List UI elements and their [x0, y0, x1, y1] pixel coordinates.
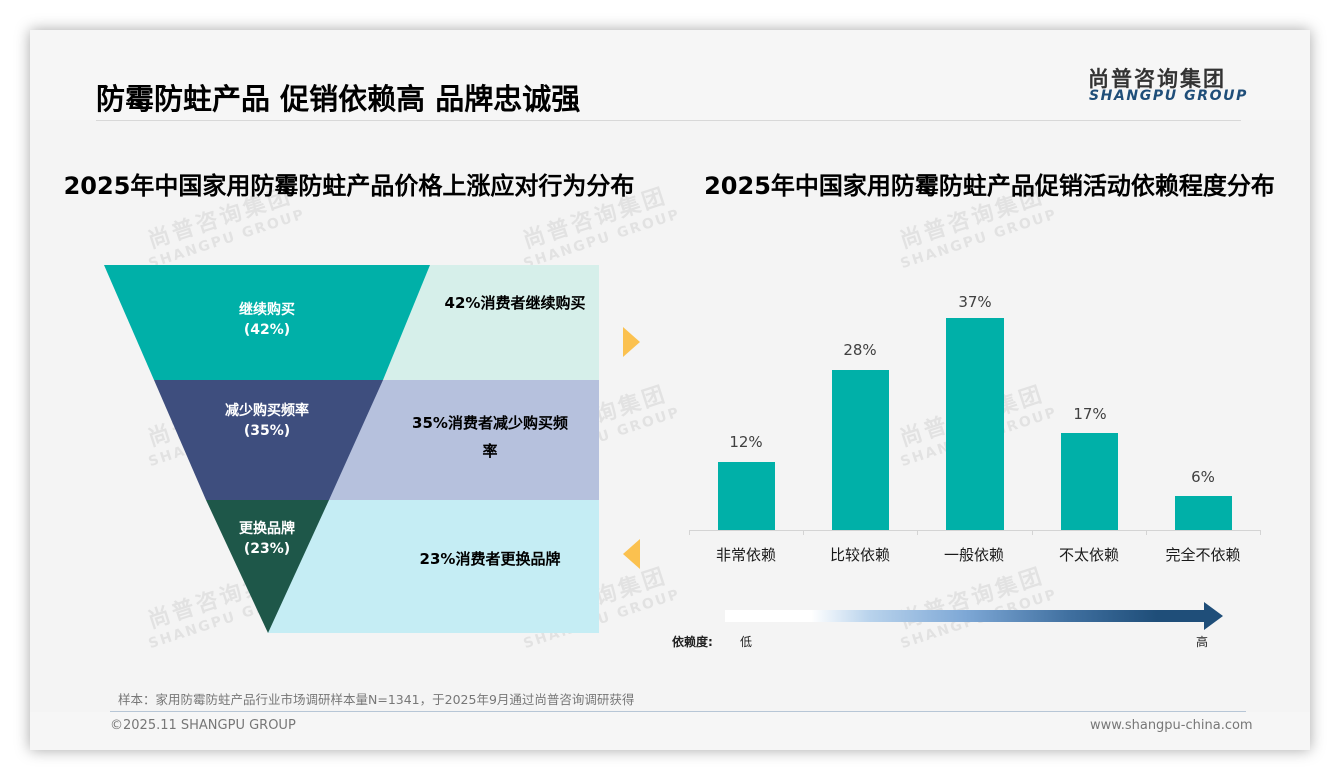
bar-slightly-dependent [1061, 433, 1118, 530]
axis-tick [689, 530, 690, 535]
bar-value: 12% [729, 433, 763, 451]
header-band [30, 30, 1310, 120]
footer-band [30, 712, 1310, 750]
category-label: 非常依赖 [715, 546, 776, 564]
funnel-label-1: 继续购买 (42%) [239, 302, 295, 338]
funnel-stage-3 [206, 500, 329, 633]
bar-very-dependent [718, 462, 775, 530]
category-label: 一般依赖 [943, 546, 1004, 564]
bar-value: 6% [1191, 468, 1215, 486]
legend-low: 低 [740, 635, 753, 649]
funnel-panel-3 [268, 500, 599, 633]
category-label: 完全不依赖 [1165, 546, 1241, 564]
logo-en: SHANGPU GROUP [1089, 88, 1248, 104]
title-divider [96, 120, 1241, 121]
funnel-panel-2 [303, 380, 599, 500]
funnel-label-2: 减少购买频率 (35%) [225, 403, 309, 439]
logo-cn: 尚普咨询集团 [1088, 67, 1226, 91]
funnel-desc-2: 35%消费者减少购买频率 [412, 414, 568, 460]
x-axis [689, 530, 1261, 531]
axis-tick [917, 530, 918, 535]
arrow-right-marker-icon [623, 327, 640, 357]
bar-fairly-dependent [832, 370, 889, 530]
axis-tick [1032, 530, 1033, 535]
slide: 尚普咨询集团 SHANGPU GROUP 尚普咨询集团 SHANGPU GROUP … [30, 30, 1310, 750]
axis-tick [1146, 530, 1147, 535]
bar-not-dependent [1175, 496, 1232, 530]
copyright: ©2025.11 SHANGPU GROUP [110, 718, 296, 733]
axis-tick [803, 530, 804, 535]
category-label: 不太依赖 [1058, 546, 1119, 564]
axis-tick [1260, 530, 1261, 535]
category-label: 比较依赖 [829, 546, 890, 564]
footer-divider [110, 711, 1246, 712]
legend-label: 依赖度: [672, 635, 713, 649]
funnel-desc-1: 42%消费者继续购买 [444, 294, 586, 312]
bar-neutral [946, 318, 1004, 530]
bar-value: 37% [958, 293, 992, 311]
funnel-desc-3: 23%消费者更换品牌 [419, 550, 561, 568]
bar-value: 17% [1073, 405, 1107, 423]
funnel-chart [104, 265, 599, 633]
bar-value: 28% [843, 341, 877, 359]
dependency-gradient-bar [725, 610, 1205, 622]
sample-note: 样本：家用防霉防蛀产品行业市场调研样本量N=1341，于2025年9月通过尚普咨… [118, 692, 635, 707]
funnel-chart-title: 2025年中国家用防霉防蛀产品价格上涨应对行为分布 [63, 172, 635, 200]
arrow-left-marker-icon [623, 539, 640, 569]
funnel-stage-1 [104, 265, 430, 380]
website-link[interactable]: www.shangpu-china.com [1090, 718, 1253, 733]
legend-high: 高 [1196, 635, 1209, 649]
bar-chart-title: 2025年中国家用防霉防蛀产品促销活动依赖程度分布 [704, 172, 1275, 200]
page-title: 防霉防蛀产品 促销依赖高 品牌忠诚强 [96, 82, 581, 116]
funnel-label-3: 更换品牌 (23%) [239, 521, 295, 557]
funnel-stage-2 [154, 380, 383, 500]
arrow-head-icon [1204, 602, 1223, 630]
